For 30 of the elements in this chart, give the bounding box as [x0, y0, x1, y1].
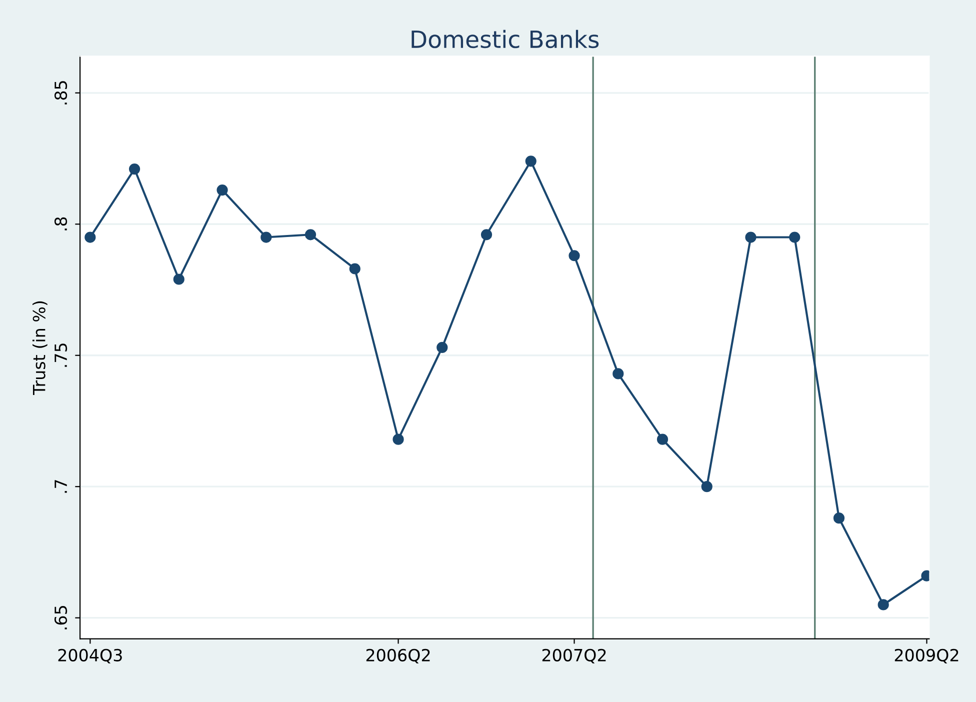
point: [128, 163, 140, 175]
point: [878, 599, 889, 610]
x-tick-label: 2006Q2: [366, 648, 430, 664]
point: [392, 434, 404, 445]
point: [480, 229, 492, 240]
point: [612, 368, 624, 380]
y-axis-title: Trust (in %): [32, 301, 48, 396]
point: [833, 512, 845, 524]
point: [349, 263, 360, 274]
y-tick-label: .65: [54, 606, 68, 630]
x-tick-label: 2004Q3: [58, 648, 122, 664]
point: [568, 250, 580, 262]
y-tick-label: .75: [54, 344, 68, 367]
point: [789, 232, 800, 243]
point: [216, 184, 228, 196]
x-tick-label: 2009Q2: [894, 648, 958, 664]
point: [173, 274, 184, 285]
point: [304, 229, 316, 240]
point: [525, 156, 536, 167]
point: [701, 481, 712, 492]
y-tick-label: .7: [54, 480, 67, 493]
y-tick-label: .85: [54, 81, 68, 104]
x-tick-label: 2007Q2: [542, 648, 606, 664]
point: [745, 232, 756, 243]
point: [656, 434, 668, 445]
point: [260, 232, 272, 243]
point: [84, 232, 96, 243]
point: [436, 342, 448, 354]
y-tick-label: .8: [54, 217, 68, 230]
chart-title: Domestic Banks: [412, 30, 599, 48]
